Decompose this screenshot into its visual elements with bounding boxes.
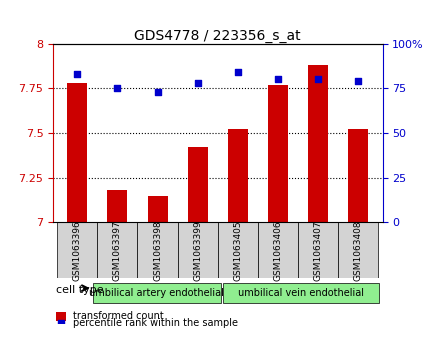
Title: GDS4778 / 223356_s_at: GDS4778 / 223356_s_at: [134, 29, 301, 42]
FancyBboxPatch shape: [137, 223, 178, 278]
Bar: [108, 190, 128, 223]
Text: GSM1063407: GSM1063407: [314, 220, 323, 281]
FancyBboxPatch shape: [258, 223, 298, 278]
Bar: [57, 312, 66, 321]
Bar: [228, 130, 248, 223]
Text: GSM1063399: GSM1063399: [193, 220, 202, 281]
Text: transformed count: transformed count: [73, 311, 164, 321]
Text: percentile rank within the sample: percentile rank within the sample: [73, 318, 238, 328]
FancyBboxPatch shape: [338, 223, 379, 278]
Point: [315, 77, 322, 82]
Bar: [188, 147, 208, 223]
Text: GSM1063406: GSM1063406: [274, 220, 283, 281]
Text: umbilical vein endothelial: umbilical vein endothelial: [238, 287, 364, 298]
Point: [275, 77, 281, 82]
FancyBboxPatch shape: [218, 223, 258, 278]
Bar: [147, 196, 167, 223]
Point: [114, 85, 121, 91]
FancyBboxPatch shape: [223, 283, 379, 303]
Point: [58, 320, 65, 326]
Point: [74, 71, 81, 77]
FancyBboxPatch shape: [298, 223, 338, 278]
Text: GSM1063408: GSM1063408: [354, 220, 363, 281]
Bar: [348, 130, 368, 223]
Point: [154, 89, 161, 95]
Bar: [268, 85, 288, 223]
FancyBboxPatch shape: [97, 223, 137, 278]
Bar: [308, 65, 328, 223]
FancyBboxPatch shape: [57, 223, 97, 278]
FancyBboxPatch shape: [178, 223, 218, 278]
Point: [355, 78, 362, 84]
Text: GSM1063405: GSM1063405: [233, 220, 242, 281]
Text: GSM1063398: GSM1063398: [153, 220, 162, 281]
Bar: [67, 83, 87, 223]
Text: GSM1063396: GSM1063396: [73, 220, 82, 281]
FancyBboxPatch shape: [93, 283, 221, 303]
Point: [235, 69, 241, 75]
Text: cell type: cell type: [57, 285, 104, 295]
Text: GSM1063397: GSM1063397: [113, 220, 122, 281]
Point: [194, 80, 201, 86]
Text: umbilical artery endothelial: umbilical artery endothelial: [89, 287, 224, 298]
